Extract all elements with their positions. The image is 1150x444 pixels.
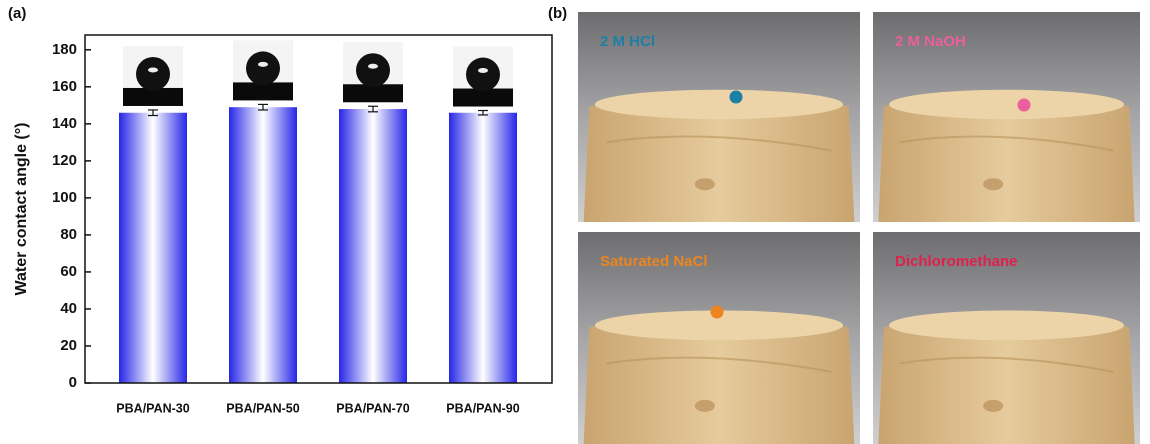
photo-label: Dichloromethane: [895, 253, 1018, 270]
bar: [119, 113, 187, 383]
foam-top: [889, 310, 1124, 340]
foam-pore: [983, 400, 1003, 412]
bar: [229, 107, 297, 383]
photo: 2 M NaOH: [873, 12, 1140, 222]
x-tick-label: PBA/PAN-90: [446, 401, 519, 415]
foam-pore: [695, 400, 715, 412]
photo-label: Saturated NaCl: [600, 253, 708, 270]
inset-highlight: [148, 67, 158, 72]
inset-highlight: [368, 64, 378, 69]
droplet-inset: [343, 42, 403, 102]
figure: (a) (b) Water contact angle (°) 0 20 40 60 8…: [0, 0, 1150, 444]
panel-label: (b): [548, 5, 567, 22]
foam-pore: [695, 178, 715, 190]
inset-droplet: [356, 53, 390, 87]
photo-label: 2 M HCl: [600, 33, 655, 50]
x-tick-label: PBA/PAN-70: [336, 401, 409, 415]
droplet-inset: [123, 46, 183, 106]
inset-highlight: [258, 62, 268, 67]
y-axis-title: Water contact angle (°): [13, 123, 30, 296]
droplet-inset: [453, 47, 513, 107]
photo: Saturated NaCl: [578, 232, 860, 444]
x-tick-label: PBA/PAN-30: [116, 401, 189, 415]
y-tick-label: 180: [52, 41, 77, 58]
foam-pore: [983, 178, 1003, 190]
inset-droplet: [246, 51, 280, 85]
y-tick-label: 40: [60, 300, 77, 317]
photo-droplet: [730, 91, 743, 104]
inset-droplet: [466, 58, 500, 92]
droplet-inset: [233, 40, 293, 100]
bar: [339, 109, 407, 383]
foam-top: [889, 90, 1124, 119]
y-tick-label: 120: [52, 152, 77, 169]
photo: 2 M HCl: [578, 12, 860, 222]
y-tick-label: 140: [52, 115, 77, 132]
y-tick-label: 100: [52, 189, 77, 206]
inset-droplet: [136, 57, 170, 91]
y-tick-label: 20: [60, 337, 77, 354]
inset-highlight: [478, 68, 488, 73]
photo-droplet: [1018, 99, 1031, 112]
y-tick-label: 0: [69, 374, 77, 391]
bar: [449, 113, 517, 383]
photo-label: 2 M NaOH: [895, 33, 966, 50]
photo: Dichloromethane: [873, 232, 1140, 444]
photo-droplet: [711, 306, 724, 319]
panel-label: (a): [8, 5, 26, 22]
x-tick-label: PBA/PAN-50: [226, 401, 299, 415]
y-tick-label: 160: [52, 78, 77, 95]
y-tick-label: 60: [60, 263, 77, 280]
y-tick-label: 80: [60, 226, 77, 243]
foam-top: [595, 90, 843, 119]
